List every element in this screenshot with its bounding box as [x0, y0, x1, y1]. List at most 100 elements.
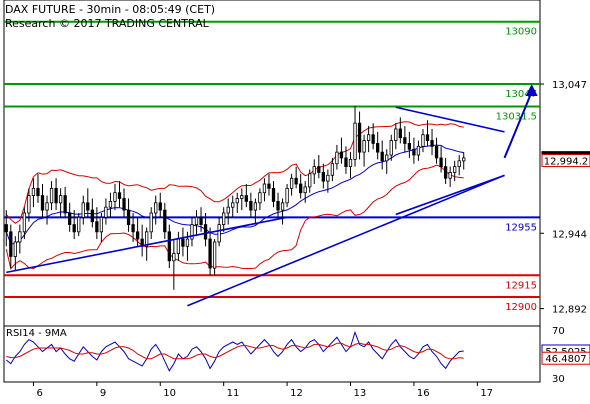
candle: [366, 126, 371, 153]
candle: [303, 181, 307, 203]
time-tick-label: 11: [227, 388, 240, 399]
candle-body: [217, 224, 221, 243]
candle: [190, 217, 194, 247]
candle-body: [149, 212, 153, 233]
candle-body: [185, 238, 190, 247]
candle: [344, 146, 348, 174]
horizontal-levels: 13090 13047 13031.5 12955 12915 12900: [4, 20, 540, 313]
candle-body: [68, 212, 72, 225]
candle-body: [222, 212, 226, 225]
candle: [308, 169, 312, 193]
candle-body: [289, 177, 294, 189]
candle-body: [158, 202, 162, 211]
candle: [330, 157, 335, 182]
candle: [339, 137, 344, 164]
candle: [439, 146, 443, 173]
candle: [321, 163, 325, 189]
candle-body: [190, 224, 194, 240]
candle: [362, 134, 366, 167]
candle-body: [240, 195, 244, 199]
chart-copyright: Research © 2017 TRADING CENTRAL: [5, 17, 210, 30]
candle: [77, 212, 81, 237]
candle: [203, 212, 208, 247]
candle: [448, 166, 452, 187]
candle: [40, 184, 45, 218]
candle-body: [308, 173, 312, 188]
trend-lines: [6, 84, 538, 307]
projection-arrow-shaft: [503, 91, 533, 159]
candle-body: [77, 216, 81, 233]
price-tags: 12,996.212,99612,994.2: [541, 151, 590, 168]
candle-body: [81, 202, 85, 218]
candle: [117, 181, 122, 208]
candle-body: [9, 231, 13, 257]
time-axis: 6 9 10 11 12 13 16 17: [32, 382, 493, 399]
candle: [68, 202, 72, 232]
candle: [412, 137, 416, 164]
candle-body: [167, 231, 171, 262]
candle-body: [430, 140, 434, 147]
candle-body: [317, 166, 321, 173]
candle-body: [27, 195, 31, 214]
candle: [231, 195, 235, 218]
candle-body: [58, 195, 63, 204]
candle: [376, 131, 380, 160]
candle: [54, 178, 58, 211]
candle-body: [330, 163, 335, 176]
candle: [126, 198, 131, 232]
candle-body: [54, 187, 58, 204]
candle: [81, 195, 85, 225]
level-label-13031.5: 13031.5: [496, 111, 537, 122]
candle-body: [443, 166, 448, 179]
price-tick-label: 13,047: [552, 80, 587, 91]
candle-body: [376, 143, 380, 153]
candle-body: [172, 253, 176, 262]
candle-body: [36, 187, 40, 197]
time-tick-label: 12: [290, 388, 303, 399]
candle-body: [176, 238, 181, 254]
level-label-12900: 12900: [505, 302, 537, 313]
candle-body: [122, 198, 126, 211]
candle-body: [353, 122, 357, 160]
rsi-value-tag-label: 46.4807: [545, 354, 586, 365]
level-label-12955: 12955: [505, 222, 537, 233]
candle: [49, 181, 54, 211]
candle-body: [335, 151, 339, 165]
candle: [299, 173, 303, 199]
candle: [122, 188, 126, 218]
candle-body: [145, 231, 149, 247]
candle-body: [253, 202, 258, 211]
candle-body: [235, 198, 239, 204]
price-tick-label: 12,892: [552, 305, 587, 316]
candle: [348, 152, 353, 179]
candle-body: [439, 157, 443, 168]
trend-line: [395, 106, 505, 133]
candle: [58, 188, 63, 218]
candle: [163, 202, 167, 240]
bollinger-upper-band: [5, 121, 464, 224]
candle-body: [72, 224, 76, 233]
candle-body: [40, 195, 45, 211]
candle: [90, 198, 94, 228]
candle: [271, 181, 276, 208]
candle-body: [131, 224, 135, 233]
candle-body: [276, 200, 280, 211]
candle: [172, 239, 176, 290]
candle: [4, 210, 8, 247]
candle: [258, 188, 262, 211]
candle-body: [126, 209, 131, 225]
candle: [312, 159, 316, 185]
candle-body: [135, 231, 140, 240]
candle-body: [244, 195, 248, 202]
candle: [95, 207, 99, 240]
candle: [135, 217, 140, 247]
candle: [407, 131, 412, 158]
candle-body: [90, 209, 94, 223]
candle-body: [421, 134, 425, 147]
price-tag-box: [541, 154, 590, 168]
candle-body: [434, 145, 439, 159]
time-tick-label: 9: [100, 388, 106, 399]
candle: [403, 126, 407, 153]
candle-body: [154, 202, 158, 214]
